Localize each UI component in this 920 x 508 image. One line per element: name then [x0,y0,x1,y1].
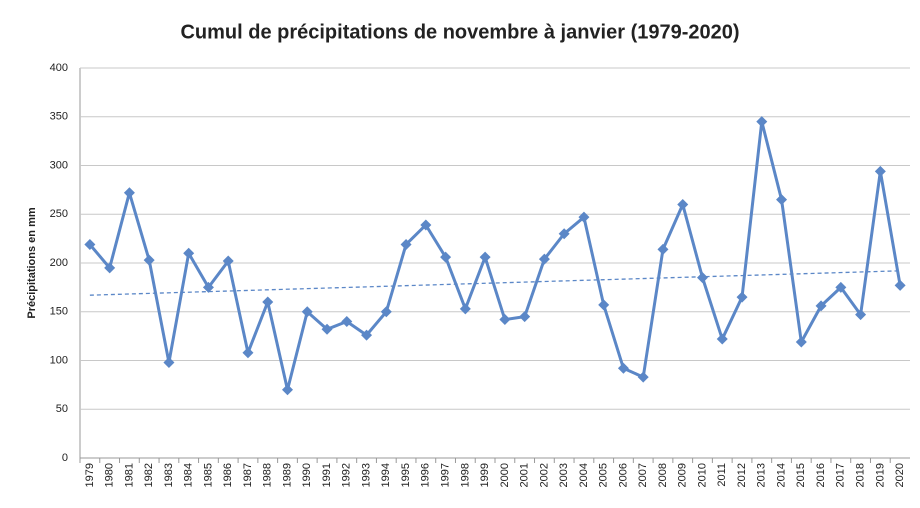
x-tick-label: 2005 [598,463,610,487]
marker [163,356,175,368]
y-tick-label: 50 [56,403,68,415]
x-tick-label: 1988 [262,463,274,487]
x-tick-label: 2014 [775,463,787,487]
marker [341,316,353,327]
x-tick-label: 1998 [459,463,471,487]
x-tick-label: 1990 [301,463,313,487]
marker [558,228,570,240]
y-tick-label: 100 [50,354,68,366]
y-tick-label: 350 [50,111,68,123]
x-tick-label: 2002 [538,463,550,487]
x-tick-label: 1979 [84,463,96,487]
marker [756,116,768,128]
marker [538,253,550,265]
marker [380,306,392,318]
x-tick-label: 2020 [894,463,906,487]
marker [202,281,214,293]
y-tick-label: 150 [50,306,68,318]
x-tick-label: 2004 [578,463,590,487]
y-tick-label: 200 [50,257,68,269]
y-tick-label: 300 [50,159,68,171]
x-tick-label: 1991 [321,463,333,487]
marker [262,296,274,308]
marker [716,333,728,345]
x-tick-label: 2008 [657,463,669,487]
marker [84,238,96,250]
marker [776,194,788,206]
marker [697,272,708,284]
x-tick-label: 2011 [716,463,728,487]
x-tick-label: 2009 [677,463,689,487]
x-tick-label: 2003 [558,463,570,487]
x-tick-label: 2015 [795,463,807,487]
trend-line [89,270,901,296]
marker [835,281,847,293]
x-tick-label: 1981 [123,463,135,487]
x-tick-label: 2013 [756,463,768,487]
x-tick-label: 1983 [163,463,175,487]
x-tick-label: 1985 [202,463,214,487]
marker [815,300,827,312]
marker [104,262,116,274]
marker [795,336,807,348]
marker [598,299,610,311]
x-tick-label: 2007 [637,463,649,487]
x-tick-label: 1995 [400,463,412,487]
marker [440,251,452,263]
marker [519,311,531,323]
marker [637,371,649,383]
marker [677,199,689,210]
x-tick-label: 1994 [380,463,392,487]
marker [321,323,333,335]
marker [420,219,432,231]
marker [242,347,254,359]
x-tick-label: 1984 [183,463,195,487]
y-tick-label: 250 [50,208,68,220]
marker [301,306,313,318]
x-tick-label: 1987 [242,463,254,487]
marker [617,362,629,374]
x-tick-label: 2001 [519,463,531,487]
marker [874,165,886,177]
marker [499,314,511,326]
x-tick-label: 1980 [104,463,116,487]
x-tick-label: 2017 [835,463,847,487]
x-tick-label: 2012 [736,463,748,487]
data-line [88,120,902,392]
x-tick-label: 2016 [815,463,827,487]
marker [657,243,669,255]
marker [282,384,293,396]
marker [855,309,867,321]
x-tick-label: 1986 [222,463,234,487]
x-tick-label: 1993 [360,463,372,487]
x-tick-label: 1999 [479,463,491,487]
marker [361,329,373,341]
marker [143,254,155,266]
x-tick-label: 2019 [874,463,886,487]
x-tick-label: 2010 [696,463,708,487]
x-tick-label: 1997 [440,463,452,487]
marker [222,255,234,267]
marker [479,251,491,263]
chart-title: Cumul de précipitations de novembre à ja… [180,21,739,43]
marker [183,247,195,259]
x-tick-label: 1982 [143,463,155,487]
marker [578,211,590,223]
y-tick-label: 400 [50,62,68,74]
x-tick-label: 2006 [617,463,629,487]
marker [123,187,135,199]
x-tick-label: 2018 [855,463,867,487]
x-tick-label: 2000 [499,463,511,487]
x-tick-label: 1996 [420,463,432,487]
marker [459,303,471,315]
y-axis-label: Précipitations en mm [26,207,38,318]
marker [894,279,906,291]
marker [400,238,412,250]
y-tick-label: 0 [62,452,68,464]
marker [736,291,748,303]
x-tick-label: 1992 [341,463,353,487]
x-tick-label: 1989 [281,463,293,487]
